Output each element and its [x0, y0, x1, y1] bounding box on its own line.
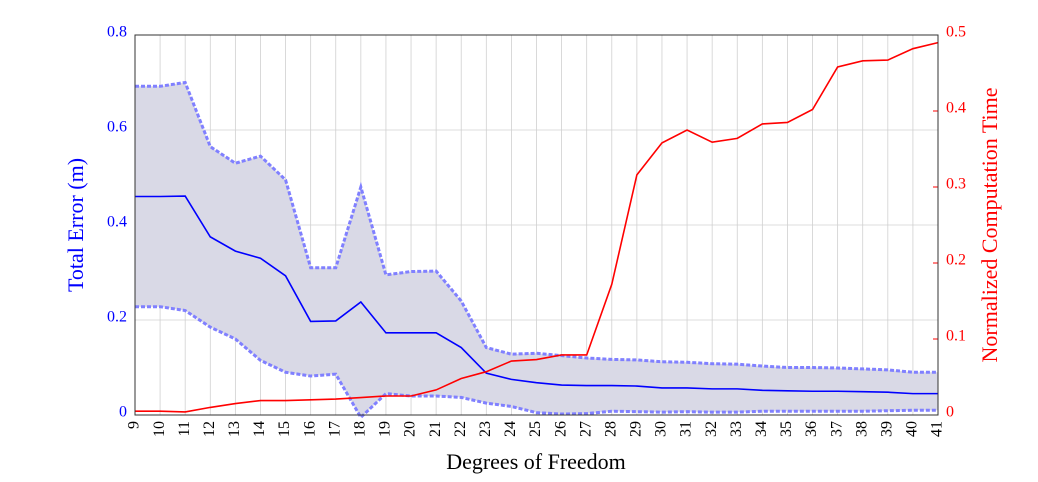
band [135, 82, 938, 418]
y-tick-label: 0.8 [107, 24, 127, 41]
x-tick-label: 16 [301, 421, 318, 437]
x-tick-label: 24 [502, 421, 519, 437]
x-tick-label: 13 [226, 421, 243, 437]
y-tick-label: 0.2 [107, 309, 127, 326]
x-tick-label: 39 [878, 421, 895, 437]
x-tick-label: 25 [527, 421, 544, 437]
x-tick-label: 34 [753, 421, 770, 437]
x-tick-label: 31 [678, 421, 695, 437]
x-tick-label: 38 [853, 421, 870, 437]
x-tick-label: 29 [628, 421, 645, 437]
x-tick-label: 21 [427, 421, 444, 437]
x-tick-label: 15 [276, 421, 293, 437]
x-tick-label: 33 [728, 421, 745, 437]
x-tick-label: 41 [929, 421, 946, 437]
series-line [135, 305, 938, 420]
x-tick-label: 22 [452, 421, 469, 437]
y-tick-label: 0 [119, 404, 127, 421]
x-tick-label: 19 [377, 421, 394, 437]
x-tick-label: 37 [828, 421, 845, 437]
x-tick-label: 20 [402, 421, 419, 437]
x-tick-label: 30 [653, 421, 670, 437]
y-tick-label: 0.4 [107, 214, 127, 231]
x-tick-label: 23 [477, 421, 494, 437]
x-tick-label: 40 [904, 421, 921, 437]
x-tick-label: 32 [703, 421, 720, 437]
x-tick-label: 18 [352, 421, 369, 437]
series-line [135, 80, 938, 374]
x-tick-label: 35 [778, 421, 795, 437]
x-tick-label: 9 [126, 421, 143, 429]
x-tick-label: 10 [151, 421, 168, 437]
series-line [135, 195, 938, 395]
x-tick-label: 17 [326, 421, 343, 437]
x-axis-label: Degrees of Freedom [446, 449, 626, 474]
x-tick-label: 14 [251, 421, 268, 437]
x-tick-label: 27 [577, 421, 594, 437]
y2-tick-label: 0.1 [946, 328, 966, 345]
y2-tick-label: 0.5 [946, 24, 966, 41]
y-axis-label: Total Error (m) [63, 158, 88, 292]
y2-tick-label: 0.3 [946, 176, 966, 193]
x-tick-label: 28 [602, 421, 619, 437]
x-tick-label: 11 [176, 421, 193, 436]
y2-tick-label: 0 [946, 404, 954, 421]
y-tick-label: 0.6 [107, 119, 127, 136]
plot-frame [134, 34, 939, 416]
x-tick-label: 26 [552, 421, 569, 437]
y2-tick-label: 0.4 [946, 100, 966, 117]
series-line [135, 41, 939, 413]
x-tick-label: 36 [803, 421, 820, 437]
y2-axis-label: Normalized Computation Time [977, 88, 1002, 363]
y2-tick-label: 0.2 [946, 252, 966, 269]
x-tick-label: 12 [201, 421, 218, 437]
